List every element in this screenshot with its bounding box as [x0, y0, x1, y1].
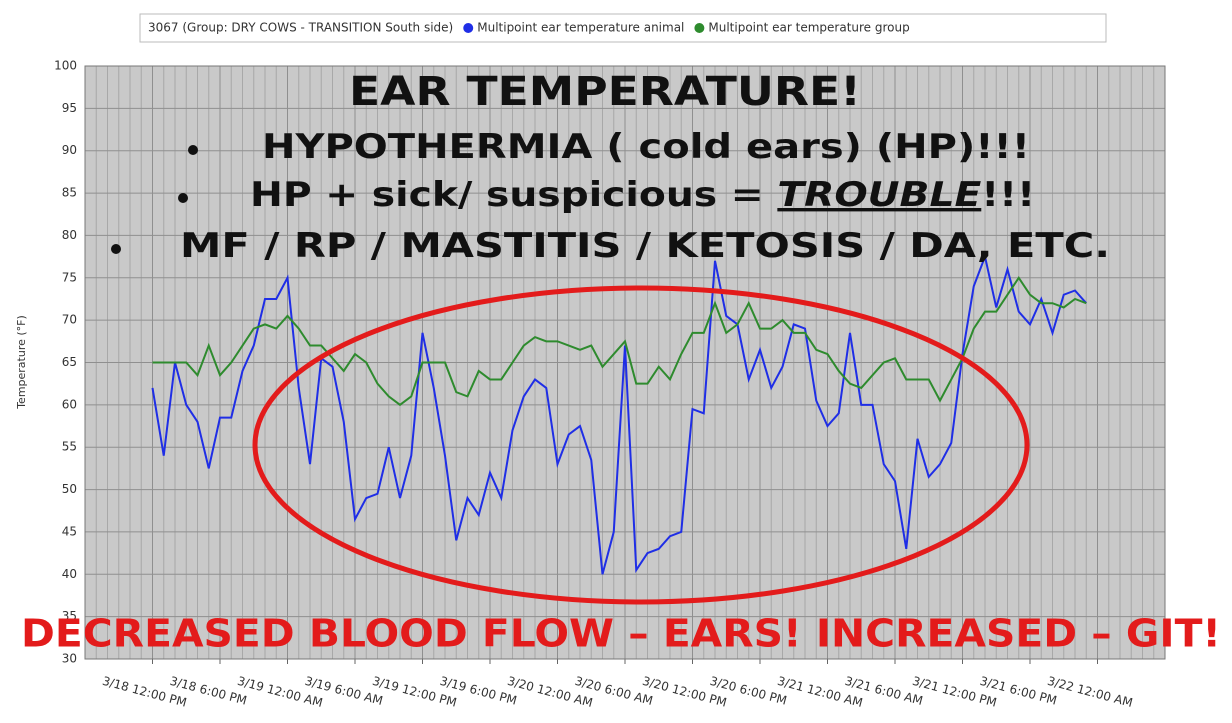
y-tick-label: 70: [62, 313, 77, 327]
y-tick-label: 30: [62, 652, 77, 666]
bullet-text-part: !!!: [981, 175, 1035, 215]
bullet-text: HYPOTHERMIA ( cold ears) (HP)!!!: [262, 127, 1030, 167]
y-tick-label: 55: [62, 440, 77, 454]
y-tick-label: 45: [62, 524, 77, 538]
y-tick-label: 60: [62, 397, 77, 411]
heading: EAR TEMPERATURE!: [349, 69, 861, 115]
y-tick-label: 90: [62, 143, 77, 157]
y-tick-label: 35: [62, 609, 77, 623]
y-tick-label: 80: [62, 228, 77, 242]
y-tick-label: 95: [62, 101, 77, 115]
bullet-text-part: TROUBLE: [777, 175, 981, 215]
bullet: [178, 193, 188, 203]
y-tick-label: 65: [62, 355, 77, 369]
legend-label: Multipoint ear temperature group: [708, 21, 909, 35]
y-tick-label: 75: [62, 270, 77, 284]
bullet-text-part: MF / RP / MASTITIS / KETOSIS / DA, ETC.: [180, 226, 1110, 266]
series-line: [152, 275, 1087, 407]
y-tick-label: 50: [62, 482, 77, 496]
legend-label: Multipoint ear temperature animal: [477, 21, 684, 35]
y-tick-label: 40: [62, 567, 77, 581]
bullet: [111, 244, 121, 254]
legend-title: 3067 (Group: DRY COWS - TRANSITION South…: [148, 21, 453, 35]
bullet-text: HP + sick/ suspicious = TROUBLE!!!: [250, 175, 1035, 215]
plot-border: [84, 65, 1166, 660]
footer: DECREASED BLOOD FLOW – EARS! INCREASED –…: [21, 612, 1221, 656]
bullet: [188, 145, 198, 155]
legend-marker: [463, 23, 474, 33]
bullet-text-part: HYPOTHERMIA ( cold ears) (HP)!!!: [262, 127, 1030, 167]
series-line: [151, 253, 1087, 575]
y-tick-label: 100: [54, 59, 77, 73]
legend-box: [139, 13, 1107, 43]
legend-marker: [694, 23, 705, 33]
bullet-text: MF / RP / MASTITIS / KETOSIS / DA, ETC.: [180, 226, 1110, 266]
y-tick-label: 85: [62, 186, 77, 200]
y-axis-label: Temperature (°F): [15, 315, 28, 410]
bullet-text-part: HP + sick/ suspicious =: [250, 175, 777, 215]
highlight-ellipse: [252, 285, 1030, 605]
